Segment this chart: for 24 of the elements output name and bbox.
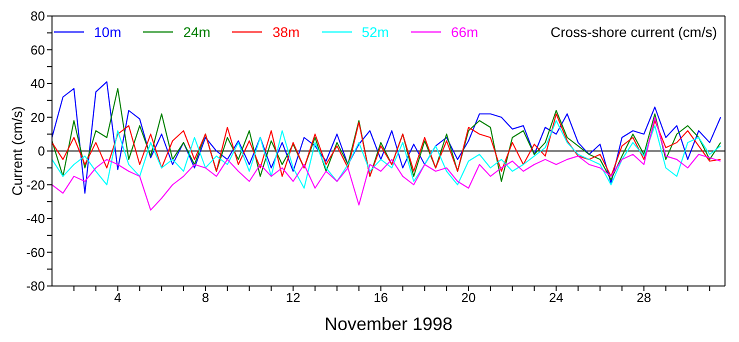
y-tick-label: -20	[26, 177, 45, 192]
y-tick-label: 40	[30, 76, 45, 92]
x-tick-label: 16	[374, 290, 388, 306]
y-tick-label: 60	[30, 42, 45, 58]
x-tick-label: 28	[636, 290, 652, 306]
legend-label: 66m	[450, 24, 478, 40]
y-tick-label: 0	[38, 144, 45, 159]
x-tick-label: 8	[202, 290, 210, 306]
y-tick-label: 20	[30, 110, 45, 125]
legend-label: 24m	[183, 24, 210, 40]
annotation: Cross-shore current (cm/s)	[550, 24, 717, 40]
legend-label: 10m	[94, 24, 122, 40]
y-axis-title: Current (cm/s)	[9, 106, 25, 196]
legend-label: 52m	[362, 24, 389, 40]
x-tick-label: 4	[114, 290, 122, 306]
x-axis-title: November 1998	[324, 314, 453, 334]
y-tick-label: -40	[26, 211, 45, 226]
y-tick-label: -60	[26, 244, 45, 260]
y-tick-label: 80	[30, 8, 45, 24]
y-tick-label: -80	[26, 278, 45, 294]
legend-label: 38m	[272, 24, 300, 40]
x-tick-label: 12	[286, 290, 300, 306]
x-tick-label: 20	[461, 290, 476, 306]
x-tick-label: 24	[548, 290, 564, 306]
